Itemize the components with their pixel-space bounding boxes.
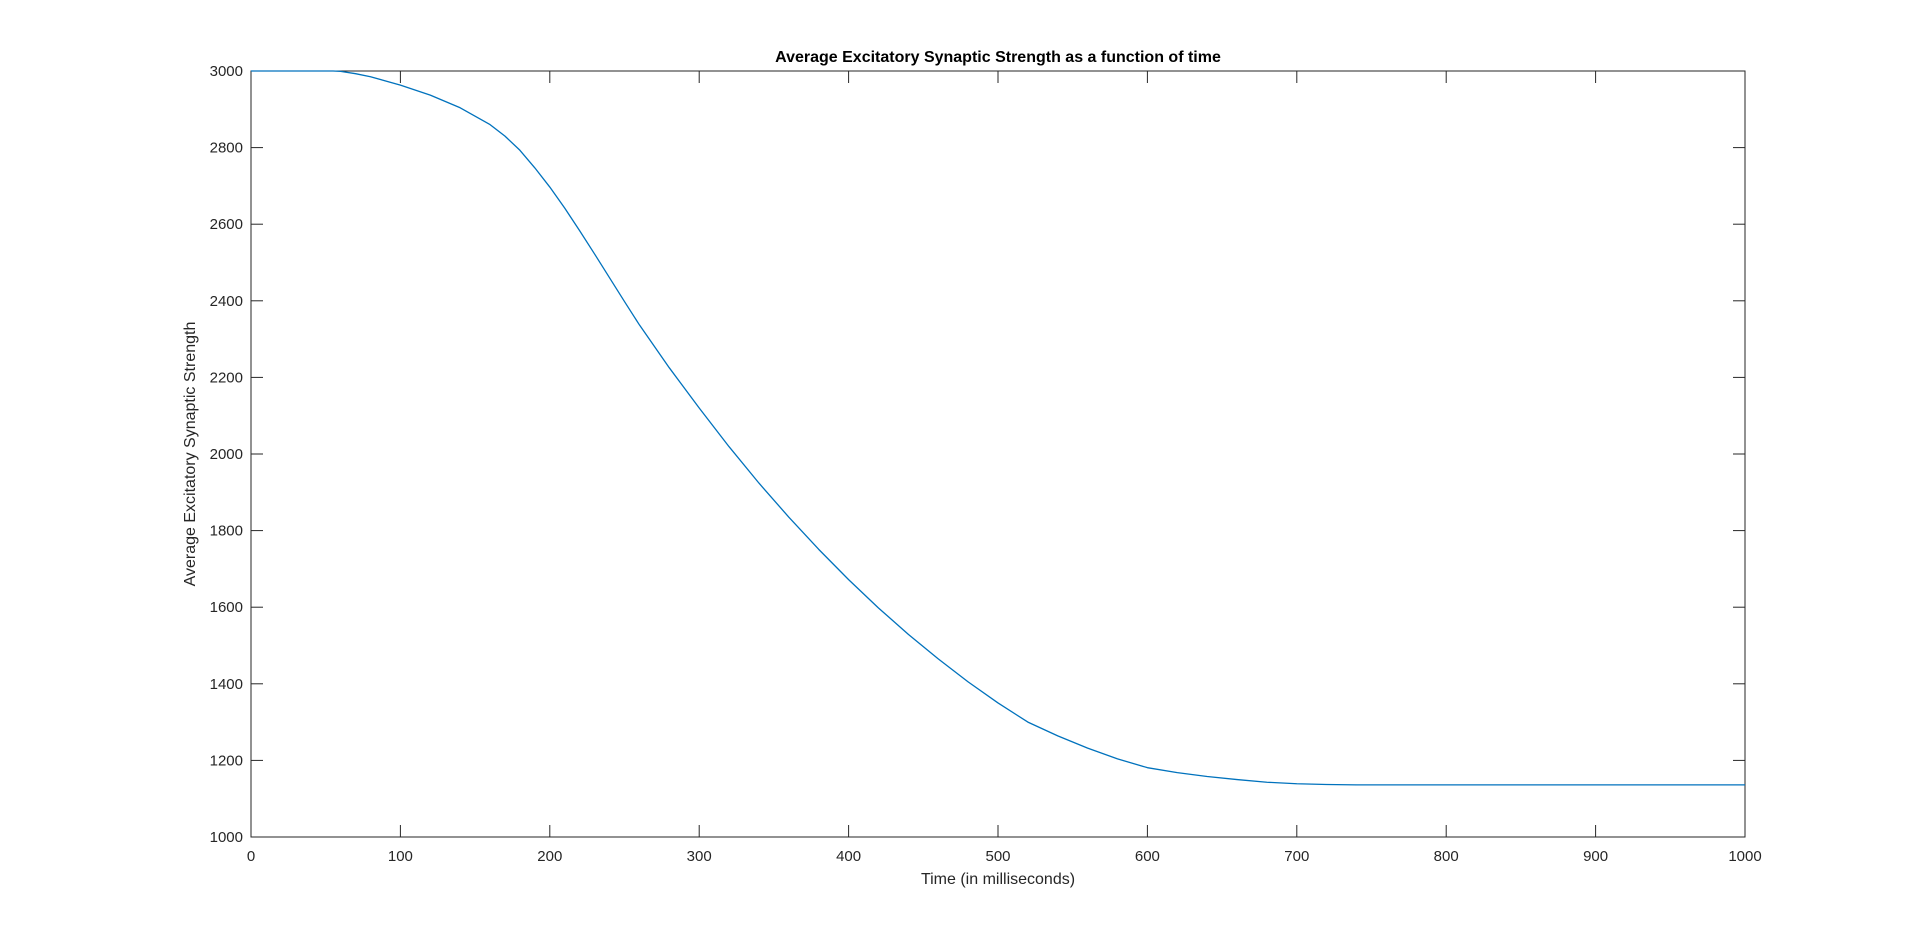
- y-tick-label: 2600: [210, 216, 243, 233]
- y-tick-label: 1400: [210, 676, 243, 693]
- x-tick-label: 600: [1135, 848, 1160, 865]
- plot-area: 0 100 200 300 400 500 600 700 800 900 1000 1000 120…: [210, 63, 1762, 865]
- y-tick-label: 1800: [210, 523, 243, 540]
- y-tick-label: 2000: [210, 446, 243, 463]
- y-axis-label: Average Excitatory Synaptic Strength: [182, 322, 199, 587]
- y-tick-label: 2400: [210, 293, 243, 310]
- chart-title: Average Excitatory Synaptic Strength as …: [775, 49, 1221, 66]
- x-tick-label: 800: [1434, 848, 1459, 865]
- y-tick-label: 1600: [210, 599, 243, 616]
- x-axis-label: Time (in milliseconds): [921, 871, 1075, 888]
- series-line: [251, 70, 1745, 786]
- x-tick-label: 200: [537, 848, 562, 865]
- x-tick-label: 100: [388, 848, 413, 865]
- x-axis: 0 100 200 300 400 500 600 700 800 900 1000: [247, 71, 1762, 865]
- y-tick-label: 1000: [210, 829, 243, 846]
- y-axis: 1000 1200 1400 1600 1800 2000 2200 2400 2600 2800…: [210, 63, 1745, 846]
- x-tick-label: 900: [1583, 848, 1608, 865]
- x-tick-label: 0: [247, 848, 255, 865]
- y-tick-label: 1200: [210, 752, 243, 769]
- y-tick-label: 2800: [210, 140, 243, 157]
- x-tick-label: 700: [1284, 848, 1309, 865]
- x-tick-label: 1000: [1728, 848, 1761, 865]
- x-tick-label: 300: [687, 848, 712, 865]
- y-tick-label: 2200: [210, 369, 243, 386]
- x-tick-label: 400: [836, 848, 861, 865]
- x-tick-label: 500: [985, 848, 1010, 865]
- y-tick-label: 3000: [210, 63, 243, 80]
